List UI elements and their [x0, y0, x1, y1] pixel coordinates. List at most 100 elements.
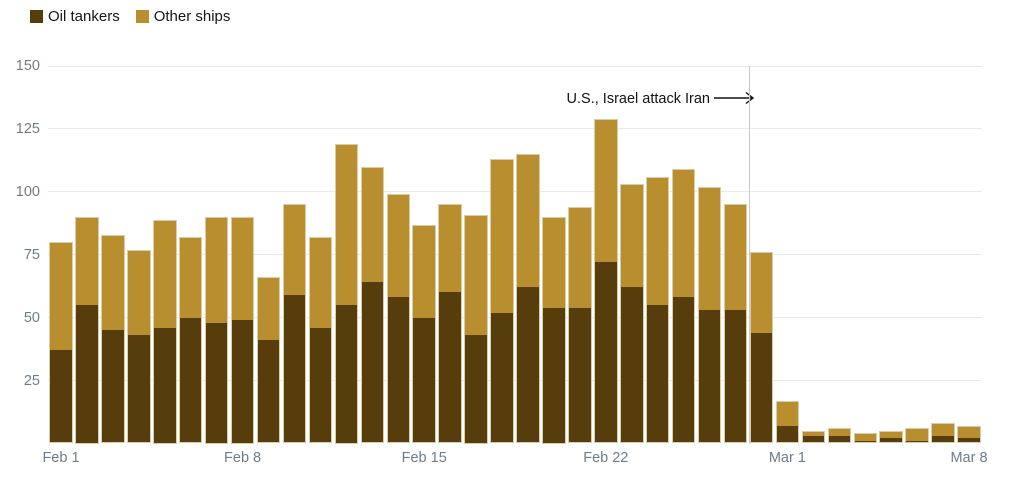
y-axis-tick-label: 50 [23, 309, 40, 326]
bar-feb-25 [671, 169, 696, 444]
x-axis-tick-label: Mar 8 [950, 450, 988, 466]
bar-segment-other-ships [50, 243, 72, 351]
bar-segment-other-ships [569, 207, 591, 308]
bar-mar-5 [879, 430, 903, 444]
bar-feb-22 [594, 118, 618, 444]
bar-segment-other-ships [309, 238, 332, 328]
legend-item-oil-tankers: Oil tankers [30, 8, 120, 25]
bar-feb-26 [697, 186, 722, 444]
bar-feb-2 [75, 217, 99, 444]
x-axis-tick-label: Feb 1 [42, 450, 80, 466]
bar-segment-other-ships [179, 238, 202, 318]
bar-segment-other-ships [128, 250, 150, 336]
bar-segment-other-ships [387, 195, 409, 298]
bar-segment-other-ships [413, 225, 435, 318]
bar-segment-other-ships [932, 424, 954, 436]
bar-segment-other-ships [621, 185, 643, 288]
bar-segment-other-ships [828, 429, 850, 436]
annotation-arrow-icon [714, 91, 755, 105]
bar-feb-20 [542, 217, 566, 444]
bar-segment-other-ships [750, 253, 773, 333]
gridline [48, 380, 982, 382]
bar-mar-4 [853, 433, 877, 444]
bar-feb-1 [49, 242, 73, 444]
bar-segment-other-ships [958, 426, 980, 439]
legend-item-other-ships: Other ships [135, 8, 231, 25]
bar-segment-other-ships [646, 177, 669, 305]
bar-segment-other-ships [335, 145, 358, 306]
bar-mar-8 [957, 425, 981, 444]
bar-segment-other-ships [672, 170, 695, 298]
bar-feb-17 [464, 214, 488, 444]
bar-feb-12 [334, 144, 359, 444]
oil-tankers-swatch-icon [30, 10, 43, 23]
bar-feb-8 [230, 217, 255, 444]
event-reference-line [748, 66, 750, 444]
x-axis-tick-label: Feb 8 [224, 450, 262, 466]
bar-segment-other-ships [361, 167, 383, 283]
legend: Oil tankers Other ships [30, 8, 230, 25]
bar-segment-other-ships [76, 218, 98, 306]
bar-feb-7 [204, 217, 229, 444]
bar-feb-23 [620, 184, 644, 444]
legend-label-oil-tankers: Oil tankers [48, 8, 120, 25]
gridline [48, 254, 982, 256]
bar-segment-other-ships [491, 160, 513, 313]
bar-segment-other-ships [698, 187, 721, 311]
bar-segment-other-ships [231, 218, 254, 321]
bar-segment-other-ships [517, 155, 539, 288]
y-axis-tick-label: 150 [15, 58, 40, 74]
bar-segment-other-ships [465, 215, 487, 336]
bar-feb-21 [568, 206, 592, 444]
other-ships-swatch-icon [135, 10, 149, 23]
y-axis-tick-label: 25 [23, 372, 40, 389]
bar-feb-15 [412, 224, 436, 444]
x-axis-tick-label: Feb 22 [583, 450, 629, 466]
bar-feb-24 [645, 176, 670, 444]
bar-feb-27 [723, 204, 748, 444]
y-axis-tick-label: 75 [23, 246, 40, 263]
bar-mar-3 [827, 428, 851, 444]
bar-segment-other-ships [543, 218, 565, 308]
bar-feb-6 [178, 237, 203, 444]
bar-segment-other-ships [283, 205, 306, 295]
bar-segment-other-ships [102, 235, 124, 331]
gridline [48, 128, 982, 130]
bar-feb-19 [516, 154, 540, 444]
bar-segment-other-ships [724, 205, 747, 311]
bar-mar-1 [775, 400, 800, 444]
gridline [48, 317, 982, 319]
bar-segment-other-ships [802, 431, 825, 436]
x-axis-tick-label: Mar 1 [768, 450, 806, 466]
annotation-text: U.S., Israel attack Iran [566, 91, 710, 107]
bar-segment-other-ships [154, 220, 176, 328]
bar-segment-other-ships [776, 401, 799, 426]
bar-feb-13 [360, 166, 384, 444]
bar-segment-other-ships [257, 278, 280, 341]
x-axis-tick-label: Feb 15 [401, 450, 447, 466]
bar-segment-other-ships [595, 119, 617, 263]
y-axis-tick-label: 100 [15, 183, 40, 200]
legend-label-other-ships: Other ships [153, 8, 231, 25]
bar-feb-16 [438, 204, 462, 444]
bar-feb-5 [153, 219, 177, 444]
bar-feb-4 [127, 249, 151, 444]
bar-mar-7 [931, 423, 955, 444]
bar-mar-2 [801, 430, 826, 444]
bar-segment-other-ships [854, 434, 876, 441]
bar-segment-other-ships [880, 431, 902, 439]
bar-feb-14 [386, 194, 410, 444]
bar-feb-18 [490, 159, 514, 444]
gridline [48, 65, 982, 67]
gridline [48, 191, 982, 193]
bar-feb-10 [282, 204, 307, 444]
bar-segment-other-ships [439, 205, 461, 293]
bar-feb-3 [101, 234, 125, 444]
y-axis-tick-label: 125 [15, 120, 40, 137]
bar-feb-11 [308, 237, 333, 444]
bar-feb-9 [256, 277, 281, 444]
bar-segment-other-ships [205, 218, 228, 323]
bar-mar-6 [905, 428, 929, 444]
bar-feb-28 [749, 252, 774, 444]
